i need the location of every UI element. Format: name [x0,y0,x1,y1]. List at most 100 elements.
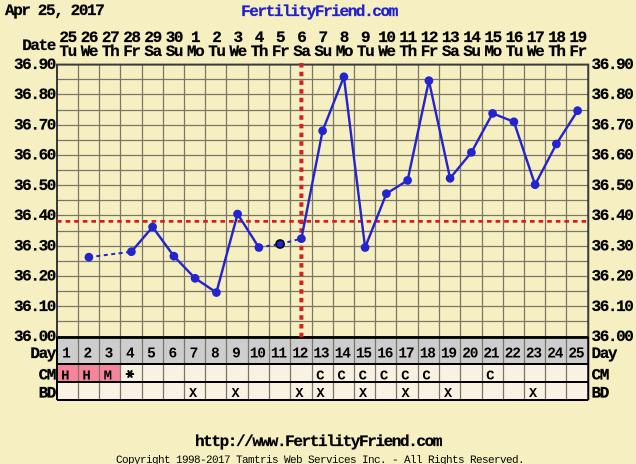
svg-text:36.60: 36.60 [14,147,56,165]
svg-text:C: C [486,368,495,384]
svg-text:36.10: 36.10 [14,298,56,316]
svg-text:Day: Day [30,345,56,363]
svg-text:Th: Th [548,43,565,61]
svg-text:C: C [401,368,410,384]
svg-text:Th: Th [251,43,268,61]
svg-text:36.90: 36.90 [592,56,634,74]
svg-text:Day: Day [592,345,618,363]
svg-text:4: 4 [126,347,135,363]
svg-text:H: H [82,368,90,384]
svg-text:36.80: 36.80 [14,86,56,104]
svg-text:X: X [189,387,198,402]
svg-text:14: 14 [463,29,481,47]
svg-text:8: 8 [211,347,219,363]
svg-text:CM: CM [39,367,56,385]
svg-text:2: 2 [83,347,91,363]
svg-text:http://www.FertilityFriend.com: http://www.FertilityFriend.com [195,433,443,451]
svg-text:36.40: 36.40 [14,207,56,225]
svg-text:Fr: Fr [421,43,438,61]
svg-text:11: 11 [399,29,416,47]
svg-text:X: X [529,387,538,402]
svg-text:1: 1 [191,29,200,47]
svg-text:3: 3 [105,347,113,363]
svg-text:17: 17 [527,29,544,47]
svg-text:11: 11 [271,347,288,363]
svg-text:29: 29 [144,29,161,47]
svg-text:BD: BD [592,384,609,402]
svg-text:13: 13 [313,347,329,363]
svg-text:36.00: 36.00 [14,328,56,346]
svg-text:C: C [316,368,325,384]
svg-text:H: H [61,368,69,384]
svg-text:5: 5 [147,347,155,363]
svg-text:Sa: Sa [144,43,162,61]
svg-text:Date: Date [22,37,56,55]
svg-text:Su: Su [166,43,183,61]
svg-text:C: C [422,368,431,384]
svg-text:Tu: Tu [357,43,374,61]
svg-text:CM: CM [592,367,609,385]
svg-text:18: 18 [548,29,565,47]
svg-text:C: C [359,368,368,384]
svg-text:X: X [359,387,368,402]
svg-text:12: 12 [421,29,438,47]
svg-text:8: 8 [340,29,349,47]
svg-text:Mo: Mo [484,43,501,61]
svg-text:6: 6 [297,29,306,47]
svg-text:Apr 25, 2017: Apr 25, 2017 [5,2,104,20]
svg-text:Tu: Tu [59,43,76,61]
svg-text:16: 16 [506,29,523,47]
svg-text:25: 25 [59,29,76,47]
svg-text:14: 14 [335,347,352,363]
svg-text:Su: Su [314,43,331,61]
svg-text:19: 19 [569,29,586,47]
svg-text:Fr: Fr [569,43,586,61]
svg-text:C: C [380,368,389,384]
svg-text:X: X [232,387,241,402]
svg-text:36.20: 36.20 [592,268,634,286]
svg-text:Fr: Fr [123,43,140,61]
svg-text:28: 28 [123,29,140,47]
svg-text:Su: Su [463,43,480,61]
svg-text:21: 21 [483,347,500,363]
svg-text:9: 9 [232,347,240,363]
svg-text:5: 5 [276,29,285,47]
svg-text:We: We [81,43,98,61]
svg-text:We: We [378,43,395,61]
svg-text:36.30: 36.30 [14,237,56,255]
svg-text:36.80: 36.80 [592,86,634,104]
svg-text:18: 18 [420,347,436,363]
svg-text:36.20: 36.20 [14,268,56,286]
svg-text:20: 20 [462,347,478,363]
svg-text:Mo: Mo [187,43,204,61]
svg-text:36.10: 36.10 [592,298,634,316]
svg-text:24: 24 [547,347,564,363]
svg-text:25: 25 [568,347,584,363]
svg-text:7: 7 [318,29,327,47]
svg-text:36.70: 36.70 [14,116,56,134]
svg-text:Th: Th [399,43,416,61]
svg-text:17: 17 [398,347,414,363]
svg-text:X: X [444,387,453,402]
svg-text:C: C [337,368,346,384]
svg-text:22: 22 [505,347,521,363]
svg-text:36.50: 36.50 [14,177,56,195]
svg-text:Tu: Tu [208,43,225,61]
svg-text:Fr: Fr [272,43,289,61]
svg-text:13: 13 [442,29,459,47]
svg-text:27: 27 [102,29,119,47]
svg-text:12: 12 [292,347,308,363]
svg-text:6: 6 [168,347,176,363]
svg-text:X: X [402,387,411,402]
svg-text:BD: BD [39,384,56,402]
svg-text:We: We [527,43,544,61]
svg-text:M: M [104,368,112,384]
svg-text:X: X [317,387,326,402]
svg-text:36.70: 36.70 [592,116,634,134]
svg-text:19: 19 [441,347,457,363]
svg-text:10: 10 [378,29,395,47]
svg-text:36.90: 36.90 [14,56,56,74]
svg-text:36.00: 36.00 [592,328,634,346]
svg-text:9: 9 [361,29,370,47]
svg-text:1: 1 [62,347,71,363]
